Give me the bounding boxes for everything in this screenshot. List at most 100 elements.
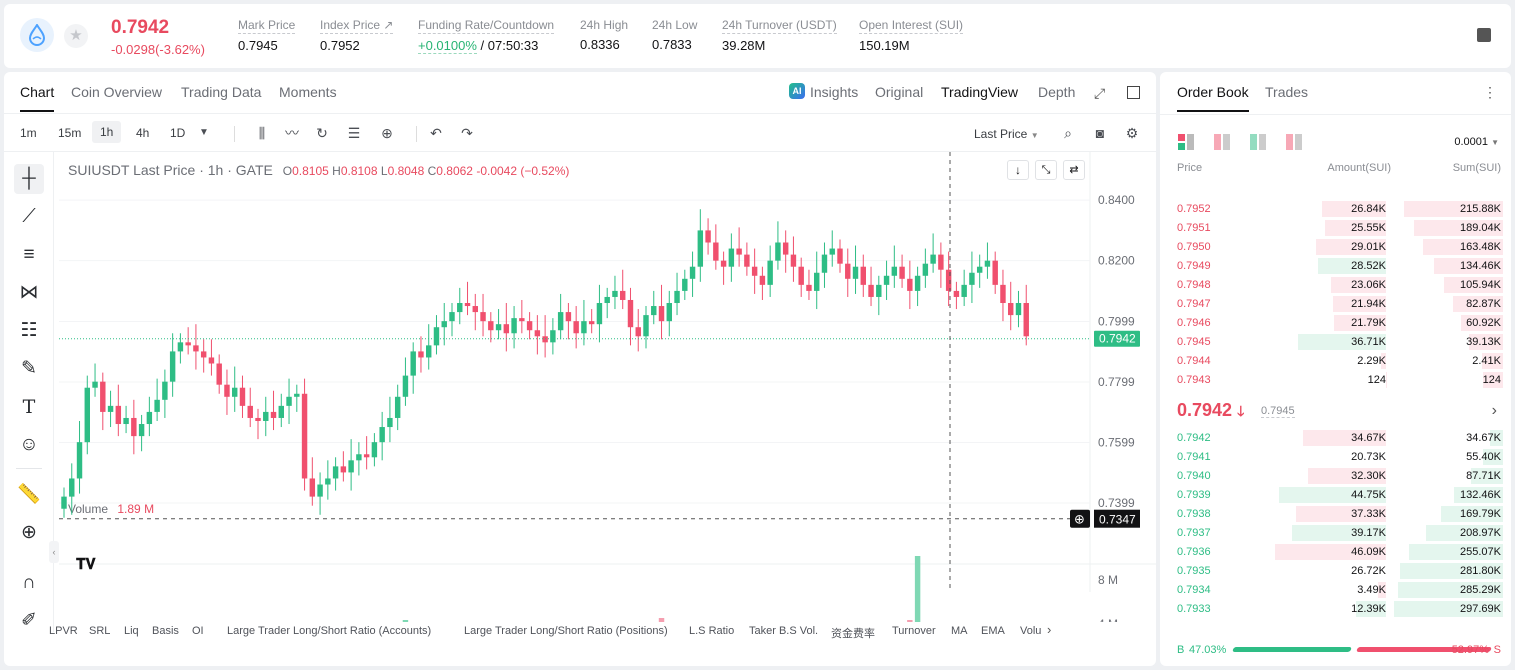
settings-gear-icon[interactable]: ⚙: [1125, 125, 1139, 141]
chevron-right-icon[interactable]: ›: [1047, 622, 1052, 637]
bid-row[interactable]: 0.7939 44.75K 132.46K: [1160, 486, 1511, 504]
emoji-icon[interactable]: ☺: [19, 434, 39, 455]
fib-icon[interactable]: ☷: [20, 320, 38, 341]
search-icon[interactable]: ⌕: [1064, 125, 1072, 141]
ruler-icon[interactable]: 📏: [17, 484, 41, 505]
add-alert-icon[interactable]: ⊕: [381, 125, 393, 141]
interval-1m[interactable]: 1m: [20, 126, 37, 140]
candle-body: [604, 296, 610, 304]
indicator-2[interactable]: Liq: [124, 625, 139, 637]
templates-icon[interactable]: ☰: [347, 125, 361, 141]
crosshair-icon[interactable]: ┼: [14, 164, 44, 194]
tab-depth[interactable]: Depth: [1038, 84, 1076, 100]
tick-size-select[interactable]: 0.0001 ▼: [1454, 136, 1499, 148]
tab-insights[interactable]: Insights: [810, 84, 859, 100]
indicator-8[interactable]: Taker B.S Vol.: [749, 625, 819, 637]
ask-row[interactable]: 0.7947 21.94K 82.87K: [1160, 295, 1511, 313]
tab-tradingview[interactable]: TradingView: [941, 84, 1019, 100]
chevron-down-icon[interactable]: ▼: [199, 127, 209, 138]
indicator-7[interactable]: L.S Ratio: [689, 625, 735, 637]
favorite-star-icon[interactable]: ★: [64, 24, 88, 48]
sum-depth-bar: [1403, 201, 1503, 217]
sum-depth-bar: [1490, 430, 1503, 446]
expand-icon[interactable]: ⤢: [1094, 85, 1106, 101]
book-icon[interactable]: [1477, 28, 1491, 42]
interval-4h[interactable]: 4h: [136, 126, 150, 140]
redo-icon[interactable]: ↷: [461, 125, 473, 141]
ask-row[interactable]: 0.7950 29.01K 163.48K: [1160, 238, 1511, 256]
tab-trading-data[interactable]: Trading Data: [181, 84, 262, 100]
interval-15m[interactable]: 15m: [58, 126, 82, 140]
ask-row[interactable]: 0.7943 124 124: [1160, 371, 1511, 389]
pattern-icon[interactable]: ⋈: [19, 282, 39, 303]
collapse-icon[interactable]: ⤡: [1035, 160, 1057, 180]
more-options-icon[interactable]: ⋮: [1483, 84, 1497, 100]
tab-trades[interactable]: Trades: [1265, 84, 1309, 100]
window-icon[interactable]: [1127, 86, 1140, 99]
brush-icon[interactable]: ✎: [21, 358, 37, 379]
bid-row[interactable]: 0.7941 20.73K 55.40K: [1160, 448, 1511, 466]
indicator-1[interactable]: SRL: [89, 625, 111, 637]
index-price-stat[interactable]: Index Price ↗ 0.7952: [320, 18, 394, 53]
text-tool-icon[interactable]: T: [22, 396, 36, 418]
scroll-down-icon[interactable]: ↓: [1007, 160, 1029, 180]
candle-type-icon[interactable]: ⫼: [258, 125, 266, 141]
price-source-select[interactable]: Last Price ▼: [974, 127, 1039, 141]
bid-row[interactable]: 0.7940 32.30K 87.71K: [1160, 467, 1511, 485]
tab-original[interactable]: Original: [875, 84, 924, 100]
indicator-4[interactable]: OI: [192, 625, 204, 637]
amount-depth-bar: [1292, 525, 1386, 541]
interval-1h[interactable]: 1h: [92, 121, 122, 143]
indicator-13[interactable]: Volu: [1020, 625, 1042, 637]
collapse-toolbar-icon[interactable]: ‹: [49, 541, 59, 563]
ask-row[interactable]: 0.7948 23.06K 105.94K: [1160, 276, 1511, 294]
ask-row[interactable]: 0.7946 21.79K 60.92K: [1160, 314, 1511, 332]
view-bids-icon[interactable]: [1250, 134, 1266, 150]
pencil-lock-icon[interactable]: ✐: [21, 610, 37, 631]
interval-1d[interactable]: 1D: [170, 126, 186, 140]
bid-row[interactable]: 0.7942 34.67K 34.67K: [1160, 429, 1511, 447]
ask-row[interactable]: 0.7944 2.29K 2.41K: [1160, 352, 1511, 370]
replay-icon[interactable]: ↻: [316, 125, 328, 141]
indicator-10[interactable]: Turnover: [892, 625, 936, 637]
ask-row[interactable]: 0.7945 36.71K 39.13K: [1160, 333, 1511, 351]
bid-row[interactable]: 0.7937 39.17K 208.97K: [1160, 524, 1511, 542]
indicators-icon[interactable]: 〰: [285, 125, 299, 141]
camera-icon[interactable]: ◙: [1095, 125, 1105, 141]
indicator-9[interactable]: 资金费率: [831, 628, 875, 640]
indicator-12[interactable]: EMA: [981, 625, 1005, 637]
candle-body: [643, 315, 649, 337]
tab-chart[interactable]: Chart: [20, 84, 55, 112]
sum-cell: 55.40K: [1466, 451, 1501, 463]
view-asks-icon[interactable]: [1214, 134, 1230, 150]
undo-icon[interactable]: ↶: [430, 125, 442, 141]
bid-row[interactable]: 0.7933 12.39K 297.69K: [1160, 600, 1511, 618]
ask-row[interactable]: 0.7952 26.84K 215.88K: [1160, 200, 1511, 218]
trend-line-icon[interactable]: ⟋: [22, 206, 36, 227]
view-depth-icon[interactable]: [1286, 134, 1302, 150]
candle-body: [138, 424, 145, 437]
ask-row[interactable]: 0.7949 28.52K 134.46K: [1160, 257, 1511, 275]
view-both-icon[interactable]: [1178, 134, 1194, 150]
layout-icon[interactable]: ⇄: [1063, 160, 1085, 180]
zoom-in-icon[interactable]: ⊕: [21, 522, 37, 543]
stat-label: Index Price ↗: [320, 18, 394, 34]
magnet-icon[interactable]: ∩: [22, 572, 36, 593]
candlestick-chart[interactable]: 0.8400 0.8200 0.7999 0.7799 0.7599 0.7399 8 M 4…: [4, 152, 1156, 622]
tab-moments[interactable]: Moments: [279, 84, 337, 100]
indicator-3[interactable]: Basis: [152, 625, 179, 637]
indicator-5[interactable]: Large Trader Long/Short Ratio (Accounts): [227, 625, 432, 637]
tab-order-book[interactable]: Order Book: [1177, 84, 1249, 112]
indicator-6[interactable]: Large Trader Long/Short Ratio (Positions…: [464, 625, 668, 637]
bid-row[interactable]: 0.7935 26.72K 281.80K: [1160, 562, 1511, 580]
indicator-0[interactable]: LPVR: [49, 625, 78, 637]
bid-row[interactable]: 0.7936 46.09K 255.07K: [1160, 543, 1511, 561]
chevron-right-icon[interactable]: ›: [1491, 402, 1497, 419]
tab-coin-overview[interactable]: Coin Overview: [71, 84, 163, 100]
bid-row[interactable]: 0.7938 37.33K 169.79K: [1160, 505, 1511, 523]
horizontal-lines-icon[interactable]: ≡: [23, 244, 35, 265]
sum-depth-bar: [1440, 506, 1503, 522]
bid-row[interactable]: 0.7934 3.49K 285.29K: [1160, 581, 1511, 599]
ask-row[interactable]: 0.7951 25.55K 189.04K: [1160, 219, 1511, 237]
indicator-11[interactable]: MA: [951, 625, 968, 637]
